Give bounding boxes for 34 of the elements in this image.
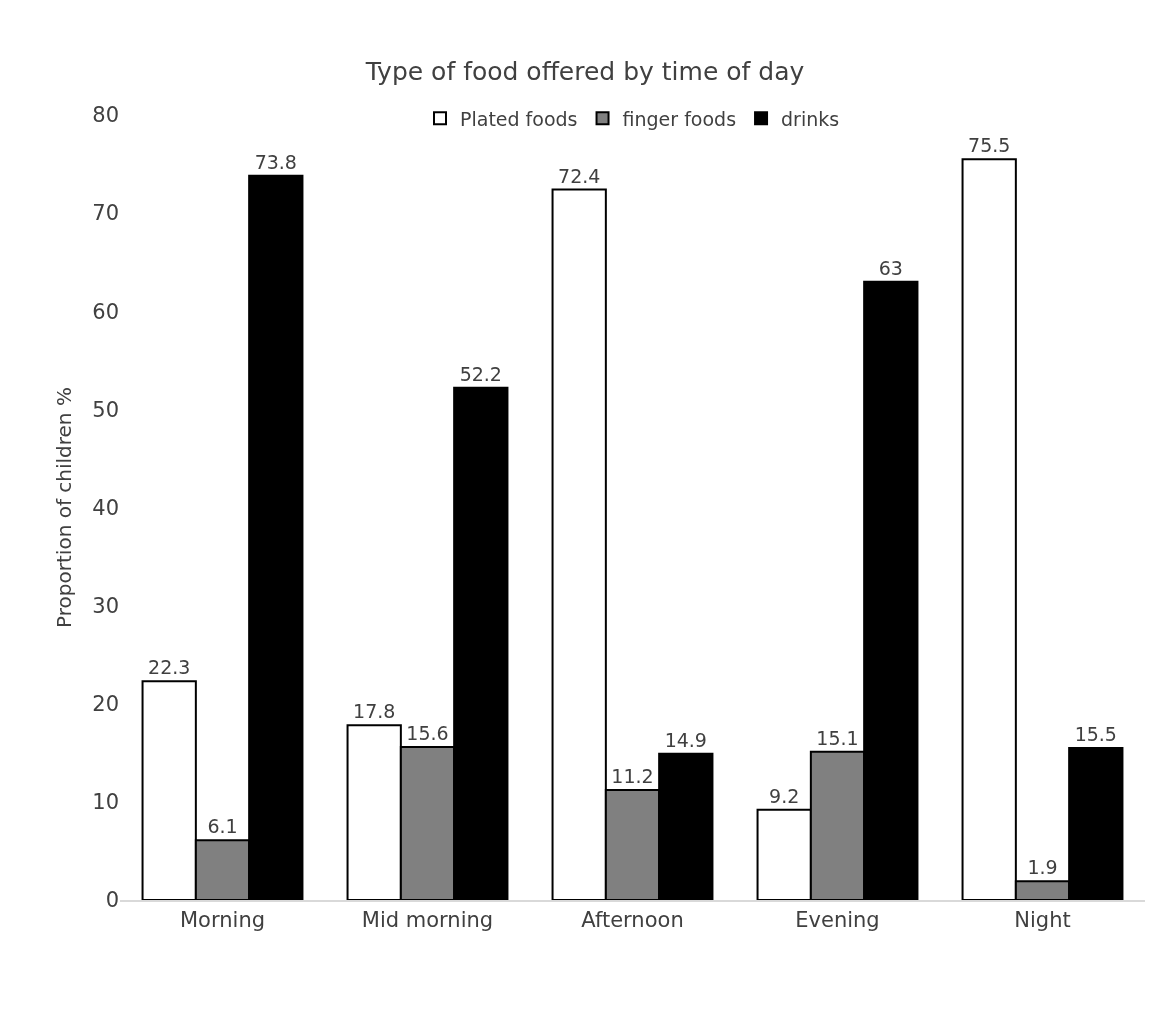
- legend-label: finger foods: [622, 107, 737, 130]
- data-label: 73.8: [254, 150, 297, 173]
- data-label: 11.2: [611, 765, 654, 788]
- data-label: 15.1: [816, 726, 859, 749]
- y-tick-label: 50: [92, 397, 119, 422]
- data-label: 1.9: [1027, 856, 1058, 879]
- y-tick-label: 70: [92, 201, 119, 226]
- x-tick-label: Afternoon: [581, 907, 684, 932]
- x-tick-label: Morning: [179, 907, 266, 932]
- legend-label: drinks: [781, 107, 840, 130]
- data-label: 15.6: [406, 721, 449, 744]
- data-label: 17.8: [353, 700, 396, 723]
- x-tick-label: Evening: [795, 907, 880, 932]
- data-label: 14.9: [664, 728, 707, 751]
- y-tick-label: 30: [92, 593, 119, 618]
- y-tick-label: 20: [92, 692, 119, 717]
- data-label: 72.4: [558, 164, 601, 187]
- chart-title: Type of food offered by time of day: [364, 57, 805, 87]
- x-tick-label: Night: [1014, 907, 1071, 932]
- legend-label: Plated foods: [460, 107, 578, 130]
- data-label: 63: [878, 256, 903, 279]
- data-label: 22.3: [148, 656, 191, 679]
- data-label: 9.2: [769, 784, 800, 807]
- y-tick-label: 40: [92, 495, 119, 520]
- data-label: 52.2: [459, 362, 502, 385]
- data-label: 15.5: [1074, 722, 1117, 745]
- y-tick-label: 10: [92, 790, 119, 815]
- y-axis-title: Proportion of children %: [51, 387, 76, 628]
- data-label: 75.5: [968, 134, 1011, 157]
- y-tick-label: 60: [92, 299, 119, 324]
- y-tick-label: 0: [105, 888, 119, 913]
- data-label: 6.1: [207, 815, 238, 838]
- x-tick-label: Mid morning: [361, 907, 494, 932]
- y-tick-label: 80: [92, 103, 119, 128]
